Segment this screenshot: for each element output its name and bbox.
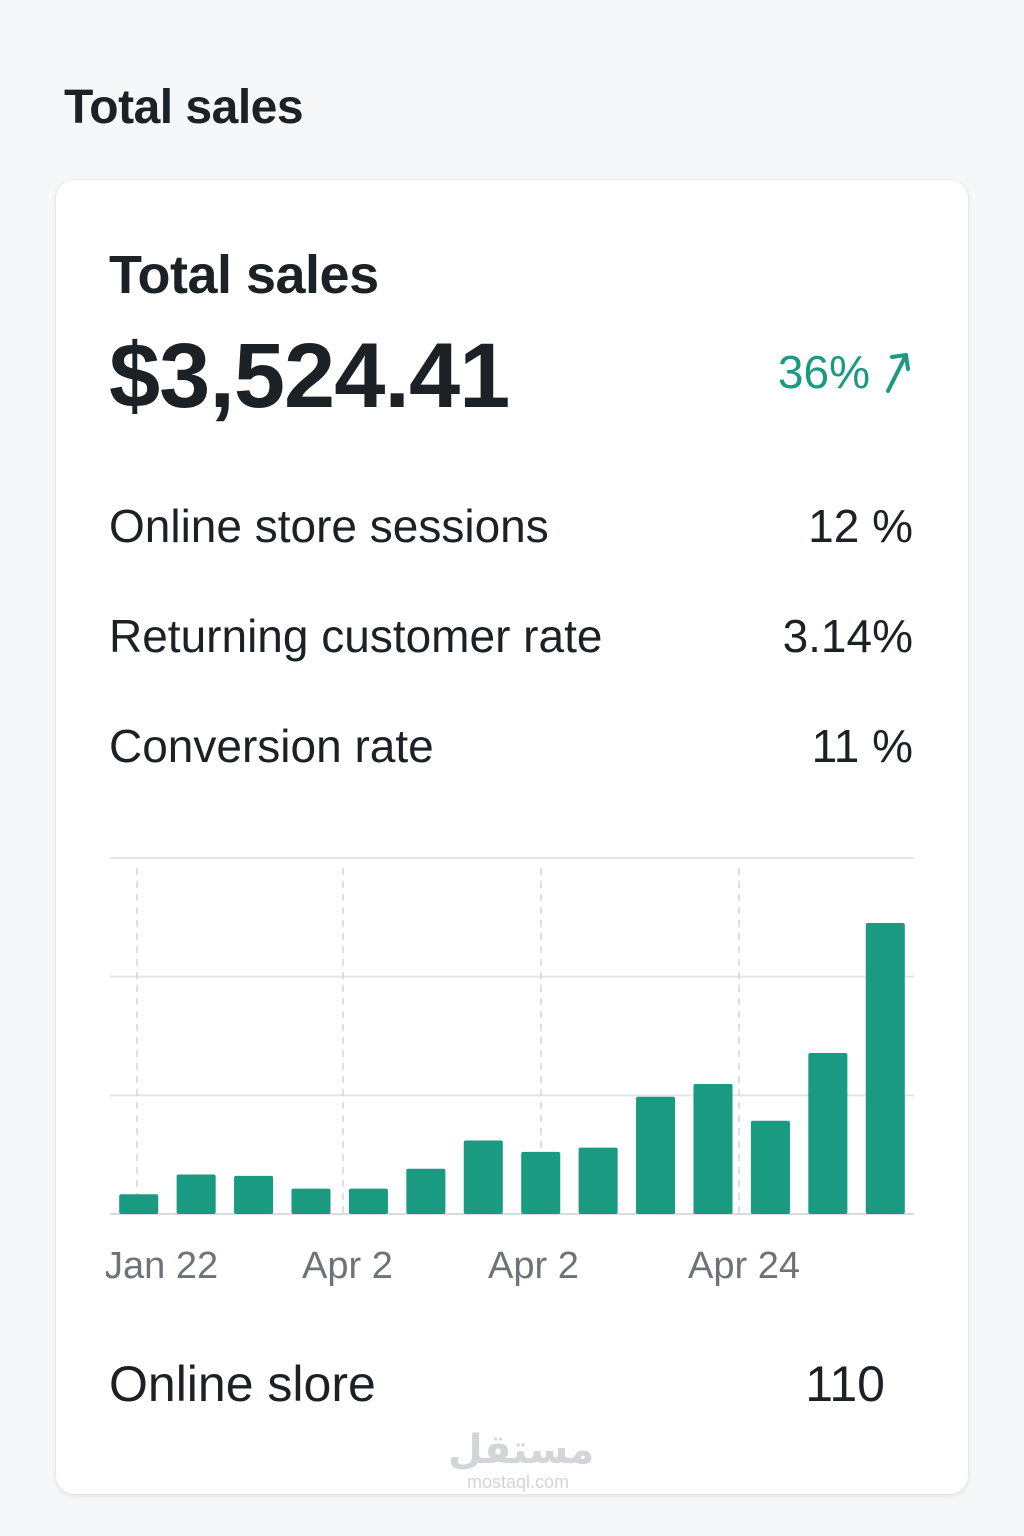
chart-bar	[578, 1147, 618, 1214]
metric-value: 3.14%	[782, 610, 913, 662]
trend-percentage: 36%	[777, 346, 870, 398]
chart-bar	[176, 1174, 216, 1214]
chart-x-tick-label: Jan 22	[106, 1245, 218, 1287]
chart-x-tick-label: Apr 2	[488, 1245, 579, 1287]
chart-bar	[406, 1168, 446, 1214]
chart-bar	[291, 1188, 331, 1214]
metric-value: 12 %	[808, 500, 913, 552]
metric-value: 11 %	[811, 720, 913, 772]
chart-bar	[463, 1140, 503, 1214]
metric-label: Online store sessions	[109, 500, 549, 552]
chart-grid	[110, 857, 914, 1215]
total-sales-value: $3,524.41	[109, 325, 510, 427]
watermark-url: mostaql.com	[466, 1472, 570, 1492]
sales-bar-chart: Jan 22 Apr 2 Apr 2 Apr 24	[106, 852, 918, 1322]
watermark: مستقل mostaql.com	[448, 1427, 595, 1492]
chart-bar	[865, 922, 905, 1214]
metric-label: Returning customer rate	[109, 610, 603, 662]
chart-bar	[348, 1188, 388, 1214]
online-store-row: Online slore 110	[109, 1354, 885, 1414]
chart-bar	[750, 1120, 790, 1214]
total-sales-card: Total sales $3,524.41 36% Online store s…	[56, 180, 968, 1494]
chart-bar	[808, 1052, 848, 1214]
metric-row-returning-customer-rate: Returning customer rate 3.14%	[109, 608, 913, 664]
chart-bars	[119, 922, 905, 1214]
metric-row-online-store-sessions: Online store sessions 12 %	[109, 498, 913, 554]
online-store-label: Online slore	[109, 1356, 376, 1412]
metric-row-conversion-rate: Conversion rate 11 %	[109, 718, 913, 774]
page-heading: Total sales	[64, 81, 304, 134]
chart-bar	[521, 1151, 561, 1214]
chart-bar	[234, 1175, 274, 1214]
chart-svg: Jan 22 Apr 2 Apr 2 Apr 24	[106, 857, 914, 1287]
card-title: Total sales	[109, 245, 379, 305]
chart-bar	[636, 1096, 676, 1214]
trend-indicator: 36%	[778, 344, 914, 400]
chart-x-tick-label: Apr 24	[688, 1245, 800, 1287]
online-store-value: 110	[805, 1356, 885, 1412]
watermark-logo: مستقل	[448, 1427, 595, 1473]
metric-label: Conversion rate	[109, 720, 434, 772]
arrow-up-right-icon	[886, 353, 910, 393]
chart-bar	[693, 1084, 733, 1214]
chart-bar	[119, 1194, 159, 1214]
chart-x-tick-label: Apr 2	[302, 1245, 393, 1287]
chart-x-axis: Jan 22 Apr 2 Apr 2 Apr 24	[106, 1245, 800, 1287]
